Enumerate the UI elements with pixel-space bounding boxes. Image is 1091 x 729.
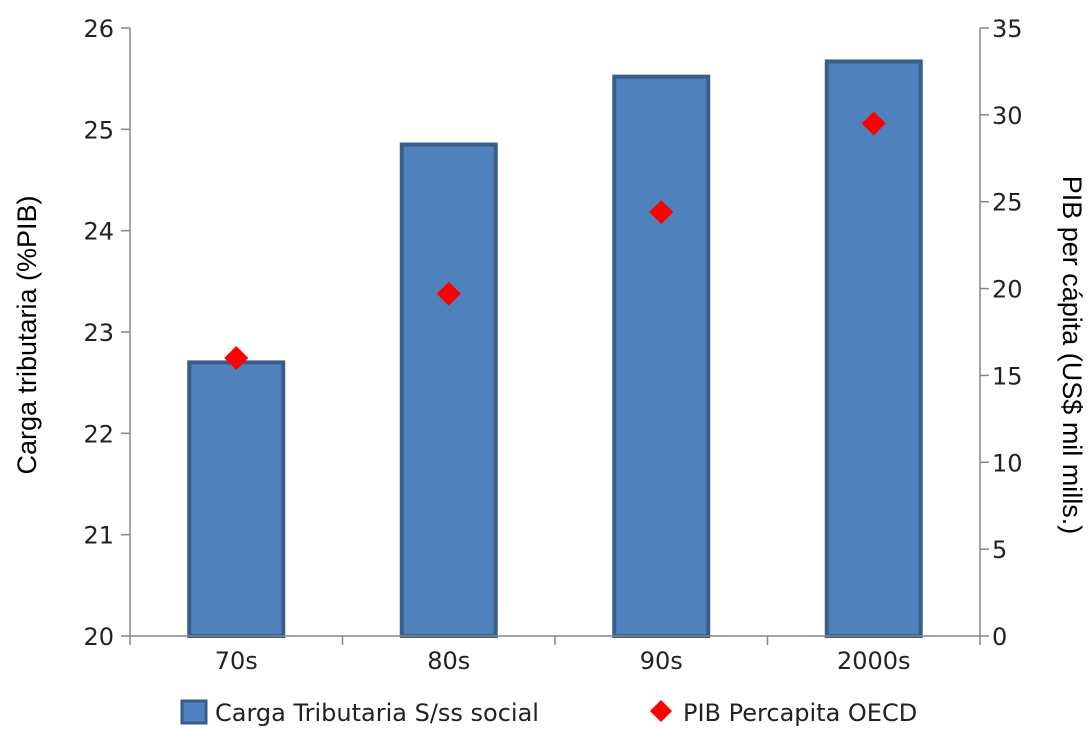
y-tick-label: 23 [83, 319, 114, 347]
y2-tick-label: 35 [992, 15, 1023, 43]
bar-90s [612, 74, 711, 638]
diamond-point-2000s [861, 111, 886, 136]
bar-80s [399, 142, 498, 639]
y2-tick-label: 20 [992, 276, 1023, 304]
y2-tick-label: 10 [992, 449, 1023, 477]
y-axis-title: Carga tributaria (%PIB) [12, 195, 42, 474]
bar-2000s [824, 59, 923, 638]
x-tick-label: 80s [427, 647, 470, 675]
diamond-point-70s [224, 346, 249, 371]
y-tick-label: 26 [83, 15, 114, 43]
y2-tick-label: 5 [992, 536, 1007, 564]
y-tick-label: 22 [83, 420, 114, 448]
y2-tick-label: 25 [992, 189, 1023, 217]
legend-label-bar: Carga Tributaria S/ss social [215, 699, 539, 727]
axes: 20 21 22 23 24 25 26 0 5 10 15 20 25 30 35 70s 80s 90s 200… [83, 15, 1022, 675]
plot-area [187, 59, 923, 639]
legend-swatch-bar [180, 699, 208, 725]
legend-swatch-diamond [650, 700, 672, 722]
y-tick-label: 25 [83, 116, 114, 144]
diamond-point-80s [436, 281, 461, 306]
y2-tick-label: 30 [992, 102, 1023, 130]
y2-tick-label: 15 [992, 362, 1023, 390]
y-tick-label: 20 [83, 623, 114, 651]
diamond-point-90s [649, 200, 674, 225]
x-tick-label: 2000s [837, 647, 911, 675]
legend: Carga Tributaria S/ss social PIB Percapi… [180, 699, 917, 727]
y2-axis-title: PIB per cápita (US$ mil mills.) [1057, 176, 1087, 535]
y2-tick-label: 0 [992, 623, 1007, 651]
bar-70s [187, 360, 286, 638]
y-tick-label: 21 [83, 522, 114, 550]
x-tick-label: 70s [215, 647, 258, 675]
legend-label-diamond: PIB Percapita OECD [683, 699, 917, 727]
x-tick-label: 90s [640, 647, 683, 675]
y-tick-label: 24 [83, 218, 114, 246]
